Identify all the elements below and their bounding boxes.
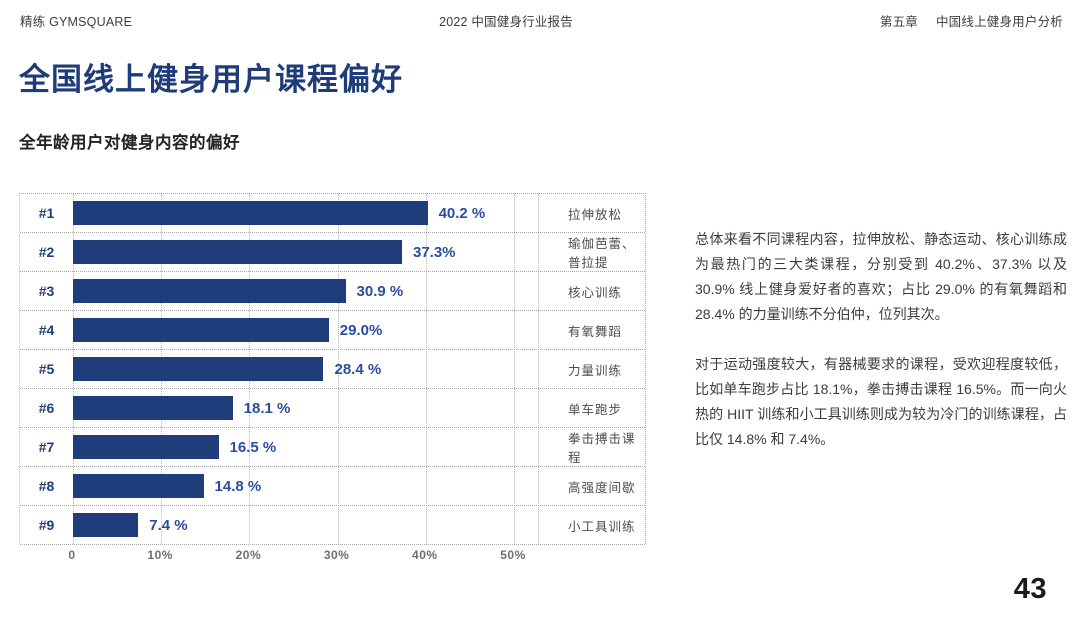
chart-row: #1 40.2 % 拉伸放松 bbox=[20, 194, 645, 233]
category-label: 小工具训练 bbox=[568, 519, 636, 534]
category-label: 瑜伽芭蕾、普拉提 bbox=[568, 237, 636, 270]
bar bbox=[73, 396, 233, 420]
plot-area: 16.5 % bbox=[73, 428, 538, 466]
bar bbox=[73, 513, 139, 537]
chart-subtitle: 全年龄用户对健身内容的偏好 bbox=[19, 134, 240, 152]
bar bbox=[73, 318, 329, 342]
plot-area: 14.8 % bbox=[73, 467, 538, 505]
plot-area: 40.2 % bbox=[73, 194, 538, 232]
rank-label: #7 bbox=[38, 439, 55, 455]
value-label: 30.9 % bbox=[356, 282, 404, 300]
value-label: 28.4 % bbox=[334, 360, 382, 378]
category-label: 核心训练 bbox=[568, 285, 623, 300]
commentary-paragraph-2: 对于运动强度较大，有器械要求的课程，受欢迎程度较低，比如单车跑步占比 18.1%… bbox=[695, 356, 1067, 447]
bar bbox=[73, 279, 346, 303]
x-axis-tick: 50% bbox=[500, 548, 526, 562]
chart-row: #3 30.9 % 核心训练 bbox=[20, 272, 645, 311]
bar-chart: #1 40.2 % 拉伸放松 #2 37.3% 瑜伽芭蕾、普拉提 #3 30.9 % 核心训练 #… bbox=[19, 193, 646, 545]
rank-label: #8 bbox=[38, 478, 55, 494]
chapter-title: 中国线上健身用户分析 bbox=[935, 15, 1063, 29]
x-axis: 0 10% 20% 30% 40% 50% bbox=[19, 546, 646, 566]
rank-label: #2 bbox=[38, 244, 55, 260]
category-label: 有氧舞蹈 bbox=[568, 324, 623, 339]
value-label: 16.5 % bbox=[229, 438, 277, 456]
value-label: 18.1 % bbox=[243, 399, 291, 417]
category-label: 力量训练 bbox=[568, 363, 623, 378]
bar bbox=[73, 474, 204, 498]
chart-row: #2 37.3% 瑜伽芭蕾、普拉提 bbox=[20, 233, 645, 272]
x-axis-tick: 20% bbox=[235, 548, 262, 562]
report-title: 2022 中国健身行业报告 bbox=[439, 15, 573, 29]
rank-label: #4 bbox=[38, 322, 55, 338]
chart-row: #6 18.1 % 单车跑步 bbox=[20, 389, 645, 428]
rank-label: #3 bbox=[38, 283, 55, 299]
commentary-paragraph-1: 总体来看不同课程内容，拉伸放松、静态运动、核心训练成为最热门的三大类课程，分别受… bbox=[695, 231, 1067, 322]
value-label: 7.4 % bbox=[149, 516, 188, 534]
plot-area: 30.9 % bbox=[73, 272, 538, 310]
brand-logo-text: 精练 GYMSQUARE bbox=[20, 15, 133, 29]
bar bbox=[73, 201, 428, 225]
plot-area: 28.4 % bbox=[73, 350, 538, 388]
rank-label: #5 bbox=[38, 361, 55, 377]
plot-area: 29.0% bbox=[73, 311, 538, 349]
chart-row: #8 14.8 % 高强度间歇 bbox=[20, 467, 645, 506]
chart-row: #7 16.5 % 拳击搏击课程 bbox=[20, 428, 645, 467]
plot-area: 7.4 % bbox=[73, 506, 538, 544]
value-label: 29.0% bbox=[339, 321, 383, 339]
bar bbox=[73, 357, 324, 381]
chart-row: #5 28.4 % 力量训练 bbox=[20, 350, 645, 389]
chart-row: #9 7.4 % 小工具训练 bbox=[20, 506, 645, 545]
chapter-number: 第五章 bbox=[879, 15, 918, 29]
x-axis-tick: 10% bbox=[147, 548, 173, 562]
plot-area: 18.1 % bbox=[73, 389, 538, 427]
x-axis-tick: 30% bbox=[323, 548, 350, 562]
page-header: 精练 GYMSQUARE 2022 中国健身行业报告 第五章 中国线上健身用户分析 bbox=[20, 11, 1063, 30]
page-number: 43 bbox=[1013, 573, 1047, 605]
category-label: 拳击搏击课程 bbox=[568, 432, 636, 465]
x-axis-tick: 40% bbox=[412, 548, 438, 562]
value-label: 40.2 % bbox=[438, 204, 486, 222]
value-label: 14.8 % bbox=[214, 477, 262, 495]
plot-area: 37.3% bbox=[73, 233, 538, 271]
category-label: 拉伸放松 bbox=[568, 207, 623, 222]
commentary-text: 总体来看不同课程内容，拉伸放松、静态运动、核心训练成为最热门的三大类课程，分别受… bbox=[695, 227, 1067, 452]
bar bbox=[73, 435, 219, 459]
category-label: 单车跑步 bbox=[568, 402, 623, 417]
bar bbox=[73, 240, 402, 264]
category-label: 高强度间歇 bbox=[568, 480, 636, 495]
chapter-info: 第五章 中国线上健身用户分析 bbox=[880, 11, 1063, 30]
rank-label: #1 bbox=[38, 205, 55, 221]
x-axis-tick: 0 bbox=[68, 548, 76, 562]
page-title: 全国线上健身用户课程偏好 bbox=[19, 62, 403, 97]
chart-row: #4 29.0% 有氧舞蹈 bbox=[20, 311, 645, 350]
rank-label: #6 bbox=[38, 400, 55, 416]
rank-label: #9 bbox=[38, 517, 55, 533]
value-label: 37.3% bbox=[412, 243, 456, 261]
